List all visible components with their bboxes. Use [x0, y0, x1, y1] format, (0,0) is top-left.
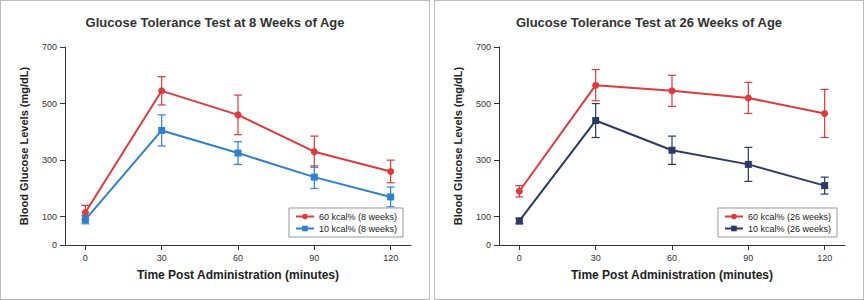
- svg-text:300: 300: [476, 155, 491, 165]
- svg-text:60: 60: [233, 253, 243, 263]
- svg-text:700: 700: [476, 42, 491, 52]
- svg-text:120: 120: [383, 253, 398, 263]
- svg-text:700: 700: [42, 42, 57, 52]
- svg-text:0: 0: [83, 253, 88, 263]
- svg-text:300: 300: [42, 155, 57, 165]
- svg-text:Glucose Tolerance Test at 26 W: Glucose Tolerance Test at 26 Weeks of Ag…: [516, 15, 782, 30]
- svg-text:Time Post Administration (minu: Time Post Administration (minutes): [571, 268, 773, 282]
- svg-text:0: 0: [486, 240, 491, 250]
- svg-text:100: 100: [476, 212, 491, 222]
- svg-text:60: 60: [667, 253, 677, 263]
- svg-text:30: 30: [157, 253, 167, 263]
- svg-text:10 kcal% (8 weeks): 10 kcal% (8 weeks): [319, 224, 397, 234]
- svg-text:30: 30: [591, 253, 601, 263]
- svg-text:Blood Glucose Levels (mg/dL): Blood Glucose Levels (mg/dL): [452, 67, 464, 226]
- svg-text:60 kcal% (8 weeks): 60 kcal% (8 weeks): [319, 212, 397, 222]
- svg-text:Time Post Administration (minu: Time Post Administration (minutes): [137, 268, 339, 282]
- svg-text:0: 0: [52, 240, 57, 250]
- svg-text:500: 500: [476, 99, 491, 109]
- svg-text:Blood Glucose Levels (mg/dL): Blood Glucose Levels (mg/dL): [18, 67, 30, 226]
- svg-text:0: 0: [517, 253, 522, 263]
- svg-text:Glucose Tolerance Test at 8 We: Glucose Tolerance Test at 8 Weeks of Age: [86, 15, 345, 30]
- svg-text:100: 100: [42, 212, 57, 222]
- svg-text:90: 90: [743, 253, 753, 263]
- svg-text:10 kcal% (26 weeks): 10 kcal% (26 weeks): [748, 224, 831, 234]
- svg-text:120: 120: [817, 253, 832, 263]
- svg-text:500: 500: [42, 99, 57, 109]
- svg-text:90: 90: [309, 253, 319, 263]
- svg-text:60 kcal% (26 weeks): 60 kcal% (26 weeks): [748, 212, 831, 222]
